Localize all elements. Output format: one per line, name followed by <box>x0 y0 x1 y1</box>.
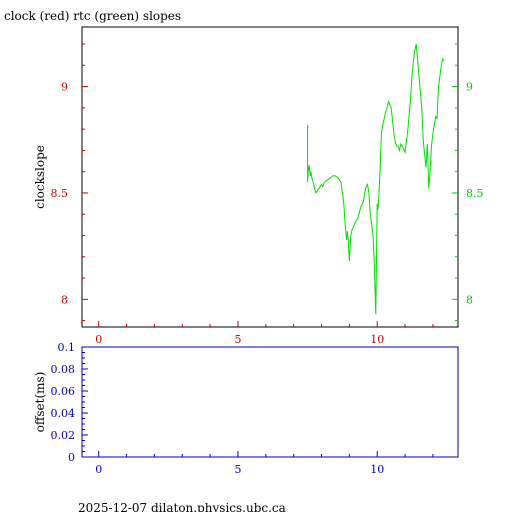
top-right-y-tick-label: 8.5 <box>466 187 484 200</box>
top-plot-frame <box>81 26 459 328</box>
top-x-tick-label: 10 <box>370 333 384 346</box>
top-y-axis-label: clockslope <box>33 145 47 209</box>
top-plot-axes: 0 5 10 8 8 8.5 8.5 9 9 <box>51 43 484 346</box>
top-x-tick-label: 0 <box>95 333 102 346</box>
bottom-x-tick-label: 5 <box>234 463 241 476</box>
footer-text: 2025-12-07 dilaton.physics.ubc.ca <box>78 501 286 512</box>
bottom-plot-frame <box>81 346 459 458</box>
rtc-slope-series-line <box>307 43 445 315</box>
bottom-y-axis-label: offset(ms) <box>33 372 47 433</box>
top-right-y-tick-label: 9 <box>466 81 473 94</box>
top-left-y-tick-label: 9 <box>61 81 68 94</box>
top-right-y-tick-label: 8 <box>466 293 473 306</box>
bottom-y-tick-label: 0.04 <box>51 407 76 420</box>
top-left-y-tick-label: 8 <box>61 293 68 306</box>
bottom-plot-axes: 0 5 10 0 0.02 0.04 0.06 0.08 0.1 <box>51 341 434 476</box>
bottom-x-tick-label: 0 <box>95 463 102 476</box>
chart-title: clock (red) rtc (green) slopes <box>4 9 181 23</box>
bottom-x-tick-label: 10 <box>370 463 384 476</box>
bottom-y-tick-label: 0.06 <box>51 385 76 398</box>
top-plot-series <box>307 43 445 315</box>
bottom-y-tick-label: 0 <box>68 451 75 464</box>
top-x-tick-label: 5 <box>234 333 241 346</box>
bottom-y-tick-label: 0.02 <box>51 429 76 442</box>
top-left-y-tick-label: 8.5 <box>51 187 69 200</box>
bottom-y-tick-label: 0.08 <box>51 363 76 376</box>
bottom-y-tick-label: 0.1 <box>58 341 76 354</box>
